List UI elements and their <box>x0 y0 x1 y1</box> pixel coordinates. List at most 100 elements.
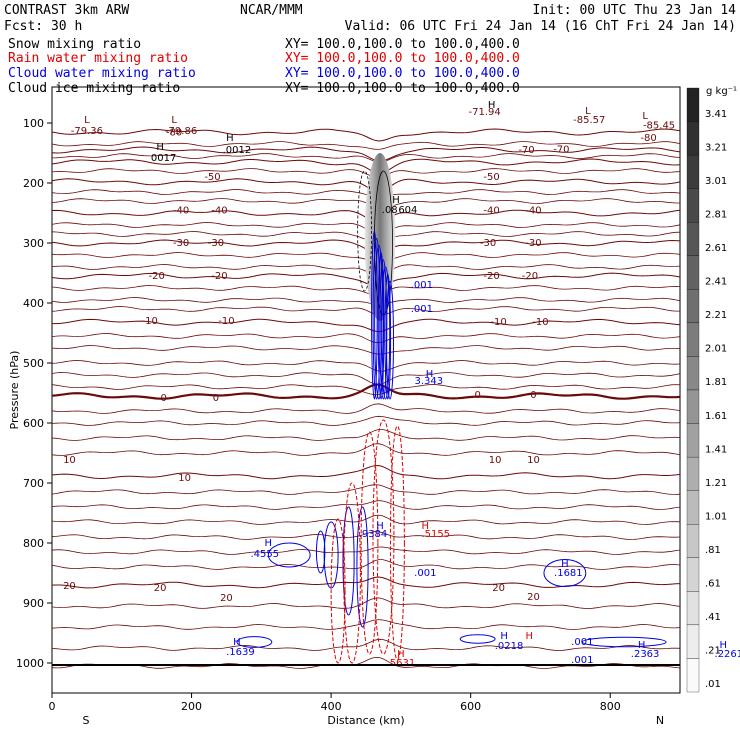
field-label-cloud-ice: Cloud ice mixing ratio <box>8 81 180 96</box>
extremum-label: H <box>422 521 430 532</box>
isotherm-label: -10 <box>532 317 548 328</box>
center-title: NCAR/MMM <box>240 3 303 18</box>
colorbar-label: 2.41 <box>705 277 727 288</box>
x-axis-title: Distance (km) <box>327 714 404 727</box>
field-label-rain: Rain water mixing ratio <box>8 51 188 66</box>
extremum-label: -85.57 <box>573 115 605 126</box>
isotherm-label: 0 <box>474 390 480 401</box>
cloud-water-contour <box>384 273 392 400</box>
isotherm-label: -30 <box>173 238 189 249</box>
extremum-label: H <box>719 640 727 651</box>
extremum-label: .0218 <box>495 641 524 652</box>
x-tick-label: 600 <box>460 700 481 713</box>
extremum-label: .001 <box>411 280 433 291</box>
isotherm-line-minor <box>51 546 681 555</box>
cloud-water-contour <box>267 542 311 568</box>
colorbar-swatch <box>686 624 700 659</box>
extremum-label: .9384 <box>359 529 388 540</box>
x-tick-label: 400 <box>321 700 342 713</box>
y-axis-title: Pressure (hPa) <box>8 351 21 430</box>
colorbar-label: 3.41 <box>705 109 727 120</box>
isotherm-line <box>51 464 681 480</box>
plot-frame <box>51 86 681 694</box>
isotherm-line-minor <box>51 403 681 414</box>
y-tick-label: 900 <box>23 597 44 610</box>
colorbar-label: 1.21 <box>705 478 727 489</box>
isotherm-line-minor <box>51 153 681 163</box>
extremum-label: .001 <box>571 637 593 648</box>
y-tick-label: 200 <box>23 177 44 190</box>
extremum-label: .001 <box>411 304 433 315</box>
cloud-water-contour <box>581 636 667 648</box>
xy-range-cloud-water: XY= 100.0,100.0 to 100.0,400.0 <box>285 66 520 81</box>
isotherm-label: -40 <box>173 206 189 217</box>
isotherm-label: 10 <box>489 455 502 466</box>
isotherm-label: -50 <box>204 172 220 183</box>
colorbar-label: 2.61 <box>705 243 727 254</box>
colorbar-swatch <box>686 356 700 391</box>
init-time: Init: 00 UTC Thu 23 Jan 14 <box>533 3 737 18</box>
isotherm-line <box>51 576 681 589</box>
isotherm-label: -10 <box>142 316 158 327</box>
extremum-label: 604 <box>398 205 417 216</box>
isotherm-label: -40 <box>483 206 499 217</box>
extremum-label: 3.343 <box>414 376 443 387</box>
x-right-direction: N <box>656 714 664 727</box>
extremum-label: L <box>171 115 177 126</box>
extremum-label: -79.36 <box>71 126 103 137</box>
isotherm-line-minor <box>51 372 681 385</box>
cloud-water-contour <box>356 506 369 628</box>
extremum-label: H <box>397 649 405 660</box>
colorbar-label: .61 <box>705 579 721 590</box>
isotherm-label: 10 <box>178 473 191 484</box>
isotherm-label: 20 <box>220 593 233 604</box>
isotherm-line-minor <box>51 285 681 296</box>
extremum-label: 0017 <box>151 153 176 164</box>
isotherm-line-minor <box>51 559 681 570</box>
isotherm-line-minor <box>51 500 681 510</box>
snow-contour <box>357 170 372 292</box>
rain-water-contour <box>343 482 361 664</box>
colorbar-label: .41 <box>705 612 721 623</box>
valid-time: Valid: 06 UTC Fri 24 Jan 14 (16 ChT Fri … <box>345 19 736 34</box>
colorbar-label: .21 <box>705 646 721 657</box>
rain-water-contour <box>372 419 395 655</box>
isotherm-label: -10 <box>490 317 506 328</box>
isotherm-line-minor <box>51 531 681 540</box>
isotherm-label: -80 <box>166 128 182 139</box>
y-tick-label: 300 <box>23 237 44 250</box>
colorbar-label: 1.61 <box>705 411 727 422</box>
isotherm-line <box>51 128 681 142</box>
extremum-label: H <box>426 369 434 380</box>
isotherm-line-minor <box>51 443 681 456</box>
isotherm-line <box>52 318 681 333</box>
isotherm-label: -30 <box>208 238 224 249</box>
isotherm-line-minor <box>51 333 681 344</box>
isotherm-line-minor <box>51 141 681 150</box>
field-label-cloud-water: Cloud water mixing ratio <box>8 66 196 81</box>
xy-range-snow: XY= 100.0,100.0 to 100.0,400.0 <box>285 37 520 52</box>
rain-water-contour <box>360 431 379 655</box>
isotherm-label: -70 <box>553 144 569 155</box>
isotherm-line-minor <box>51 297 681 306</box>
extremum-label: .1681 <box>554 568 583 579</box>
colorbar-label: 2.81 <box>705 209 727 220</box>
extremum-label: H <box>265 538 273 549</box>
y-tick-label: 100 <box>23 117 44 130</box>
rain-water-contour <box>330 518 346 664</box>
y-tick-label: 600 <box>23 417 44 430</box>
colorbar-label: 2.21 <box>705 310 727 321</box>
xy-range-rain: XY= 100.0,100.0 to 100.0,400.0 <box>285 51 520 66</box>
extremum-label: .001 <box>571 655 593 666</box>
colorbar-label: 1.81 <box>705 377 727 388</box>
extremum-label: .0012 <box>223 145 252 156</box>
y-tick-label: 800 <box>23 537 44 550</box>
colorbar-swatch <box>686 289 700 324</box>
extremum-label: .2363 <box>631 649 660 660</box>
extremum-label: L <box>585 106 591 117</box>
isotherm-label: 20 <box>154 583 167 594</box>
extremum-label: H <box>500 631 508 642</box>
colorbar-swatch <box>686 557 700 592</box>
x-tick-label: 0 <box>49 700 56 713</box>
